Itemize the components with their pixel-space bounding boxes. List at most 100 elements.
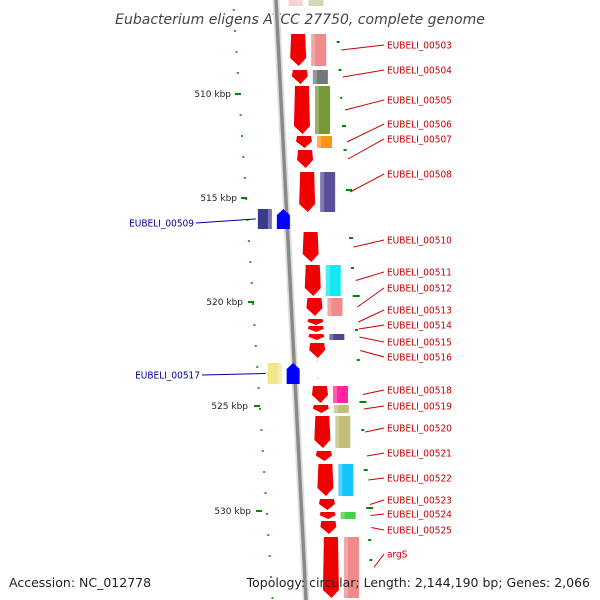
cog-fragment-top xyxy=(308,0,324,6)
gene-label-eubeli_00505: EUBELI_00505 xyxy=(387,96,452,107)
gene-label-eubeli_00506: EUBELI_00506 xyxy=(387,120,452,131)
cog-band-highlight xyxy=(340,512,345,519)
accession-text: Accession: NC_012778 xyxy=(9,575,152,590)
cog-band-eubeli_00511 xyxy=(325,265,341,296)
leader-eubeli_00517 xyxy=(201,373,266,376)
map-title: Eubacterium eligens ATCC 27750, complete… xyxy=(115,12,485,28)
cds-arrow-eubeli_00523 xyxy=(318,499,335,510)
cog-band-eubeli_00515 xyxy=(329,334,345,340)
cds-arrow-eubeli_00503 xyxy=(290,34,307,66)
gene-label-eubeli_00519: EUBELI_00519 xyxy=(387,402,452,413)
gene-label-eubeli_00524: EUBELI_00524 xyxy=(387,510,452,521)
tick-515kbp: 515 kbp xyxy=(200,194,247,204)
cog-band-eubeli_00506 xyxy=(316,136,332,148)
leader-eubeli_00523 xyxy=(369,499,385,505)
leader-eubeli_00520 xyxy=(365,427,385,433)
cds-arrow-eubeli_00515 xyxy=(308,334,325,340)
leader-eubeli_00505 xyxy=(344,99,385,111)
cog-band-highlight xyxy=(277,363,282,384)
cds-arrow-eubeli_00510 xyxy=(302,232,319,262)
cds-arrow-eubeli_00522 xyxy=(317,464,334,496)
cds-arrow-eubeli_00511 xyxy=(304,265,321,296)
topology-text: Topology: circular; Length: 2,144,190 bp… xyxy=(246,575,590,590)
cog-band-highlight xyxy=(343,537,348,598)
leader-eubeli_00515 xyxy=(359,336,385,343)
cds-arrow-eubeli_00519 xyxy=(312,405,329,413)
cog-band-eubeli_00522 xyxy=(338,464,354,496)
cog-band-eubeli_00503 xyxy=(311,34,327,66)
gene-label-eubeli_00523: EUBELI_00523 xyxy=(387,496,452,507)
leader-eubeli_00510 xyxy=(353,239,385,248)
cog-band-highlight xyxy=(312,70,317,84)
leader-eubeli_00519 xyxy=(363,405,385,410)
gene-label-eubeli_00515: EUBELI_00515 xyxy=(387,338,452,349)
cog-band-highlight xyxy=(320,172,325,212)
tick-label-520kbp: 520 kbp xyxy=(206,298,243,308)
tick-label-515kbp: 515 kbp xyxy=(200,194,237,204)
cds-fragment-top xyxy=(288,0,303,6)
gene-label-args: argS xyxy=(387,550,408,561)
cds-arrow-eubeli_00517 xyxy=(286,363,300,384)
leader-eubeli_00521 xyxy=(366,452,385,457)
leader-eubeli_00516 xyxy=(360,350,385,358)
gene-label-eubeli_00504: EUBELI_00504 xyxy=(387,66,452,77)
leader-eubeli_00504 xyxy=(342,69,385,78)
cog-band-highlight xyxy=(333,405,338,413)
gene-label-eubeli_00518: EUBELI_00518 xyxy=(387,386,452,397)
leader-eubeli_00524 xyxy=(370,513,385,516)
tick-label-510kbp: 510 kbp xyxy=(194,90,231,100)
cds-arrow-eubeli_00508 xyxy=(299,172,316,212)
cds-arrow-eubeli_00525 xyxy=(320,521,337,534)
tick-510kbp: 510 kbp xyxy=(194,90,241,100)
cds-arrow-eubeli_00504 xyxy=(291,70,308,84)
cog-band-eubeli_00509 xyxy=(257,209,272,229)
features xyxy=(257,0,359,598)
cog-band-highlight xyxy=(311,34,316,66)
gene-label-eubeli_00510: EUBELI_00510 xyxy=(387,236,452,247)
cog-band-args xyxy=(343,537,359,598)
tick-525kbp: 525 kbp xyxy=(211,402,260,412)
gene-label-eubeli_00503: EUBELI_00503 xyxy=(387,41,452,52)
cds-arrow-eubeli_00509 xyxy=(276,209,290,229)
gene-label-eubeli_00517: EUBELI_00517 xyxy=(135,371,200,382)
leader-args xyxy=(373,553,385,568)
backbone xyxy=(272,0,333,600)
cds-arrow-eubeli_00512 xyxy=(306,298,323,316)
leader-eubeli_00514 xyxy=(358,324,385,330)
gene-label-eubeli_00511: EUBELI_00511 xyxy=(387,268,452,279)
leader-eubeli_00508 xyxy=(349,173,385,193)
cog-band-highlight xyxy=(314,86,319,134)
cds-arrow-eubeli_00524 xyxy=(319,512,336,519)
cds-arrow-eubeli_00505 xyxy=(293,86,310,134)
cds-arrow-eubeli_00520 xyxy=(314,416,331,448)
tick-530kbp: 530 kbp xyxy=(214,507,262,517)
gene-label-eubeli_00514: EUBELI_00514 xyxy=(387,321,452,332)
cog-band-highlight xyxy=(338,464,343,496)
cog-band-eubeli_00518 xyxy=(332,386,348,403)
leader-eubeli_00511 xyxy=(355,271,385,281)
cds-arrow-eubeli_00513 xyxy=(307,319,324,325)
gene-label-eubeli_00508: EUBELI_00508 xyxy=(387,170,452,181)
cog-band-highlight xyxy=(329,334,334,340)
tick-520kbp: 520 kbp xyxy=(206,298,254,308)
gene-label-eubeli_00512: EUBELI_00512 xyxy=(387,284,452,295)
tick-label-525kbp: 525 kbp xyxy=(211,402,248,412)
cog-band-eubeli_00505 xyxy=(314,86,330,134)
leader-eubeli_00525 xyxy=(371,527,385,531)
cog-band-eubeli_00519 xyxy=(333,405,349,413)
gene-label-eubeli_00525: EUBELI_00525 xyxy=(387,526,452,537)
cog-band-highlight xyxy=(335,416,340,448)
gene-label-eubeli_00521: EUBELI_00521 xyxy=(387,449,452,460)
leader-eubeli_00503 xyxy=(341,44,385,51)
cds-arrow-eubeli_00518 xyxy=(311,386,328,403)
cds-arrow-eubeli_00507 xyxy=(297,150,314,168)
gene-label-eubeli_00513: EUBELI_00513 xyxy=(387,306,452,317)
cog-band-eubeli_00520 xyxy=(335,416,351,448)
gene-label-eubeli_00516: EUBELI_00516 xyxy=(387,353,452,364)
cog-band-highlight xyxy=(327,298,332,316)
cog-band-eubeli_00524 xyxy=(340,512,356,519)
cog-band-eubeli_00508 xyxy=(320,172,336,212)
cog-band-highlight xyxy=(325,265,330,296)
gene-label-eubeli_00522: EUBELI_00522 xyxy=(387,474,452,485)
